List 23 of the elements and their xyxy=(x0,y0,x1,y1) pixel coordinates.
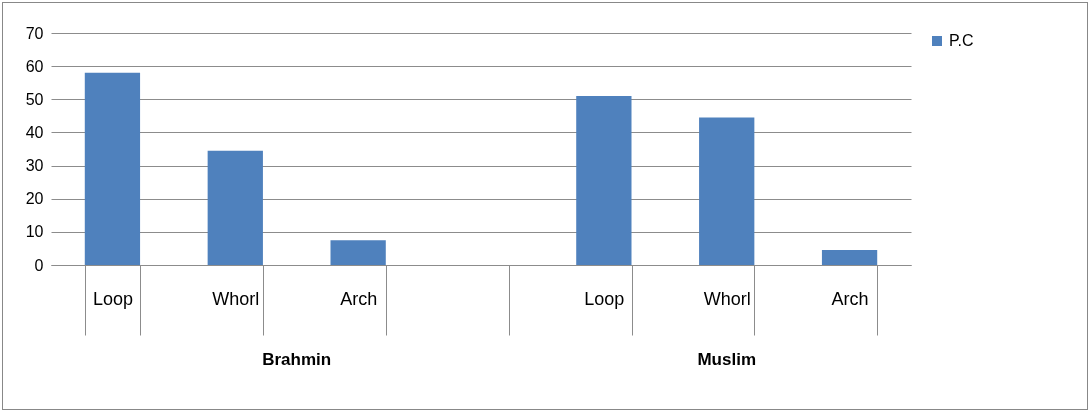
bar xyxy=(207,150,263,265)
text: Muslim xyxy=(697,350,756,369)
legend-label: P.C xyxy=(949,32,974,49)
bar xyxy=(576,95,632,265)
x-tick-label: Loop xyxy=(584,288,625,309)
x-tick-label: Whorl xyxy=(212,288,260,309)
y-tick-label: 50 xyxy=(25,90,44,108)
bar xyxy=(330,240,386,265)
y-tick-label: 70 xyxy=(25,24,44,42)
y-tick-label: 20 xyxy=(25,190,44,208)
bar xyxy=(821,250,878,265)
text: Brahmin xyxy=(262,350,332,369)
x-tick-label: Arch xyxy=(340,288,378,309)
x-tick-label: Loop xyxy=(92,288,133,309)
x-tick-label: Arch xyxy=(831,288,869,309)
y-tick-label: 30 xyxy=(25,157,44,175)
y-tick-label: 60 xyxy=(25,57,44,75)
y-tick-label: 10 xyxy=(25,223,44,241)
bar xyxy=(84,72,141,265)
y-tick-label: 40 xyxy=(25,123,44,141)
y-tick-label: 0 xyxy=(34,256,44,274)
x-tick-label: Whorl xyxy=(703,288,751,309)
bar xyxy=(699,117,755,265)
